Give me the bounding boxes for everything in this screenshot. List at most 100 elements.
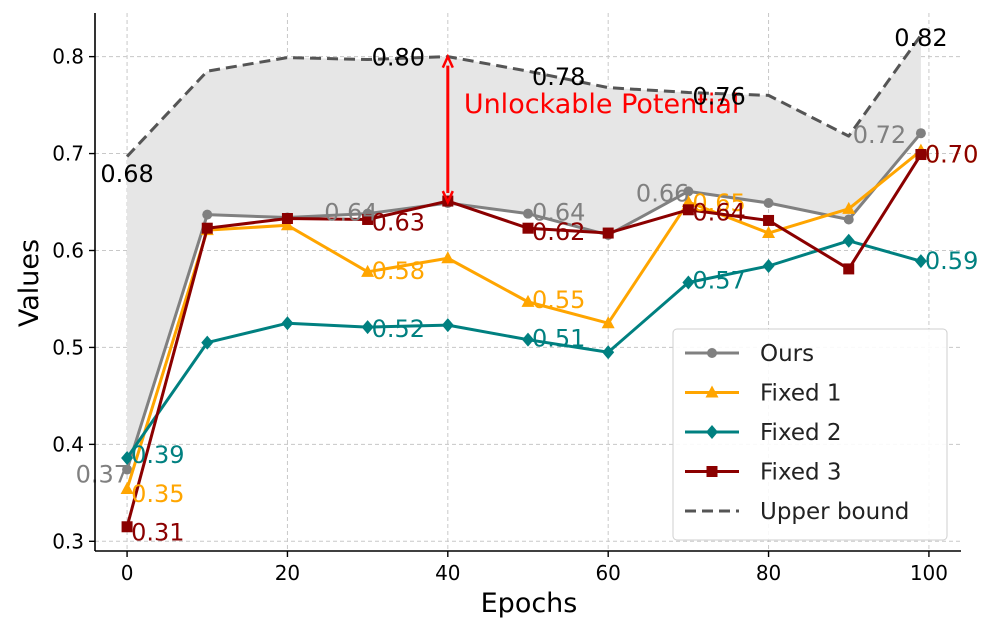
data-point-fixed-3 xyxy=(362,213,374,225)
data-label: 0.37 xyxy=(76,460,129,488)
data-label: 0.64 xyxy=(532,199,585,227)
legend-item-fixed-2: Fixed 2 xyxy=(685,420,842,446)
data-labels: 0.680.800.780.760.820.370.64 0.640.660.72… xyxy=(76,24,979,546)
data-point-ours xyxy=(843,214,854,225)
data-point-fixed-1 xyxy=(521,294,535,307)
data-point-fixed-3 xyxy=(843,263,855,275)
annotation-arrowhead-up xyxy=(441,53,454,69)
data-point-fixed-3 xyxy=(682,204,694,216)
data-label: 0.35 xyxy=(131,480,184,508)
y-tick-label: 0.8 xyxy=(52,45,84,69)
data-point-fixed-3 xyxy=(915,149,927,161)
data-label: 0.31 xyxy=(131,519,184,547)
legend-label: Fixed 2 xyxy=(760,420,842,446)
data-point-ours xyxy=(763,197,774,208)
data-label: 0.70 xyxy=(925,141,978,169)
data-point-fixed-1 xyxy=(120,481,134,494)
y-tick-label: 0.6 xyxy=(52,238,84,262)
data-point-fixed-3 xyxy=(281,213,293,225)
data-point-fixed-1 xyxy=(280,218,294,231)
data-label: 0.68 xyxy=(100,160,153,188)
data-label: 0.82 xyxy=(894,24,947,52)
y-tick-label: 0.3 xyxy=(52,529,84,553)
data-point-ours xyxy=(915,128,926,139)
data-point-fixed-2 xyxy=(762,259,775,274)
series-lines xyxy=(120,34,928,533)
legend-marker-fixed-2 xyxy=(706,425,718,439)
data-label: 0.58 xyxy=(372,257,425,285)
x-tick-label: 100 xyxy=(910,561,948,585)
data-label: 0.55 xyxy=(532,286,585,314)
data-point-ours xyxy=(122,464,133,475)
data-point-ours xyxy=(202,209,213,220)
data-point-fixed-2 xyxy=(361,320,374,335)
data-label: 0.65 xyxy=(692,189,745,217)
data-label: 0.72 xyxy=(853,121,906,149)
legend-item-fixed-3: Fixed 3 xyxy=(685,460,842,486)
data-point-fixed-2 xyxy=(201,335,214,350)
data-point-fixed-1 xyxy=(441,251,455,264)
data-point-fixed-3 xyxy=(201,222,213,234)
legend-item-upper-bound: Upper bound xyxy=(685,499,909,525)
legend-item-fixed-1: Fixed 1 xyxy=(685,381,842,407)
annotation: Unlockable Potential xyxy=(441,53,739,206)
legend-marker-fixed-1 xyxy=(705,385,719,398)
data-point-fixed-2 xyxy=(522,332,534,347)
data-point-fixed-1 xyxy=(762,226,776,239)
data-point-fixed-1 xyxy=(601,316,615,329)
data-label: 0.80 xyxy=(372,44,425,72)
x-tick-label: 40 xyxy=(435,561,460,585)
data-label: 0.78 xyxy=(532,63,585,91)
legend-marker-ours xyxy=(707,348,717,358)
data-label: 0.39 xyxy=(131,441,184,469)
series-upper-bound xyxy=(125,34,923,158)
y-axis-label: Values xyxy=(14,239,45,327)
legend-label: Fixed 3 xyxy=(760,460,842,486)
series-fixed-3 xyxy=(121,149,927,533)
series-fixed-2 xyxy=(121,233,927,465)
data-point-fixed-2 xyxy=(842,233,855,248)
data-point-fixed-1 xyxy=(842,201,856,214)
data-point-ours xyxy=(683,186,694,197)
data-point-fixed-2 xyxy=(281,316,294,331)
x-tick-label: 60 xyxy=(595,561,620,585)
data-point-fixed-3 xyxy=(522,222,534,234)
data-point-fixed-2 xyxy=(441,318,454,333)
x-tick-label: 0 xyxy=(121,561,134,585)
series-line-upper-bound xyxy=(125,34,923,158)
data-point-fixed-1 xyxy=(361,264,375,277)
shaded-region-area xyxy=(127,35,921,470)
legend-label: Upper bound xyxy=(760,499,909,525)
x-axis-label: Epochs xyxy=(481,588,578,619)
data-label: 0.64 xyxy=(324,199,377,227)
data-point-fixed-2 xyxy=(914,254,927,269)
data-label: 0.63 xyxy=(372,208,425,236)
data-point-fixed-2 xyxy=(682,275,695,290)
data-label: 0.57 xyxy=(692,267,745,295)
data-point-fixed-2 xyxy=(121,450,134,465)
data-point-fixed-3 xyxy=(121,521,133,533)
data-label: 0.76 xyxy=(692,82,745,110)
x-tick-label: 20 xyxy=(275,561,300,585)
legend[interactable]: Ours Fixed 1 Fixed 2 Fixed 3 Upper bound xyxy=(672,328,948,541)
data-label: 0.52 xyxy=(372,315,425,343)
data-label: 0.51 xyxy=(532,325,585,353)
data-point-fixed-1 xyxy=(681,195,695,208)
data-point-ours xyxy=(523,208,533,219)
data-label: 0.70 xyxy=(925,141,978,169)
y-tick-label: 0.5 xyxy=(52,335,84,359)
legend-marker-fixed-3 xyxy=(706,466,718,477)
x-tick-label: 80 xyxy=(756,561,781,585)
legend-box xyxy=(672,328,948,541)
legend-label: Ours xyxy=(760,341,814,367)
data-label: 0.66 xyxy=(636,179,689,207)
data-label: 0.62 xyxy=(532,218,585,246)
data-point-fixed-2 xyxy=(602,345,615,360)
legend-item-ours: Ours xyxy=(685,341,814,367)
data-label: 0.64 xyxy=(692,199,745,227)
data-point-fixed-3 xyxy=(602,227,614,239)
data-label: 0.59 xyxy=(925,247,978,275)
data-point-fixed-3 xyxy=(763,214,775,226)
y-tick-label: 0.7 xyxy=(52,142,84,166)
